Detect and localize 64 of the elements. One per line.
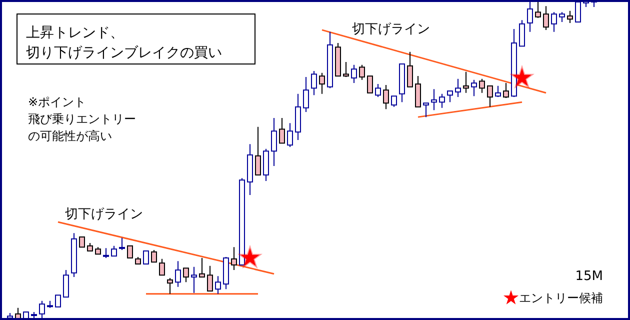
- candlestick: [111, 245, 117, 257]
- candlestick: [439, 93, 445, 108]
- candlestick: [375, 84, 381, 98]
- candlestick: [455, 78, 461, 98]
- candlestick: [167, 277, 173, 294]
- candlestick: [287, 122, 293, 148]
- candlestick: [543, 6, 549, 30]
- candlestick: [143, 250, 149, 264]
- candlestick: [255, 126, 261, 176]
- candlestick: [383, 84, 389, 110]
- text: 上昇トレンド、: [26, 25, 124, 41]
- candlestick: [407, 51, 413, 88]
- candlestick: [151, 249, 157, 263]
- candlestick: [423, 102, 429, 118]
- candlestick: [567, 10, 573, 24]
- candlestick: [39, 300, 45, 319]
- candlestick: [127, 245, 133, 258]
- candlestick: [535, 1, 541, 18]
- candlestick: [431, 88, 437, 111]
- candlestick: [575, 1, 581, 22]
- candlestick: [391, 96, 397, 108]
- candlestick: [519, 20, 525, 47]
- annotation: ※ポイント: [28, 95, 86, 109]
- legend-label: エントリー候補: [519, 291, 603, 305]
- candlestick: [471, 79, 477, 97]
- candlestick: [63, 270, 69, 298]
- candlestick: [159, 258, 165, 276]
- candlestick: [231, 246, 237, 271]
- candlestick: [463, 71, 469, 94]
- candlestick: [191, 266, 197, 294]
- candlestick: [415, 76, 421, 108]
- annotation: 飛び乗りエントリー: [28, 112, 136, 126]
- candlestick: [367, 76, 373, 94]
- candlestick: [263, 148, 269, 182]
- candlestick: [559, 12, 565, 22]
- candlestick: [551, 12, 557, 32]
- text: 切り下げラインブレイクの買い: [26, 45, 222, 61]
- annotation: 切下げライン: [65, 207, 143, 222]
- candlestick: [319, 72, 325, 94]
- annotation: 切下げライン: [352, 22, 430, 37]
- candlestick: [311, 70, 317, 96]
- candlestick: [503, 82, 509, 98]
- candlestick: [103, 248, 109, 258]
- candlestick: [495, 85, 501, 98]
- annotation: の可能性が高い: [28, 129, 112, 143]
- candlestick: [215, 276, 221, 294]
- candlestick: [343, 62, 349, 78]
- candlestick: [199, 257, 205, 278]
- candlestick: [175, 260, 181, 288]
- candlestick: [527, 1, 533, 32]
- candlestick: [487, 85, 493, 108]
- candlestick: [279, 118, 285, 144]
- candlestick: [119, 237, 125, 250]
- candlestick: [447, 90, 453, 103]
- candlestick: [207, 265, 213, 292]
- candlestick: [359, 64, 365, 80]
- candlestick: [351, 64, 357, 84]
- annotation: 15M: [575, 269, 603, 284]
- candlestick: [303, 76, 309, 112]
- candlestick: [271, 118, 277, 167]
- candlestick: [55, 294, 61, 308]
- candlestick: [183, 268, 189, 283]
- candlestick: [479, 78, 485, 94]
- candlestick: [79, 236, 85, 248]
